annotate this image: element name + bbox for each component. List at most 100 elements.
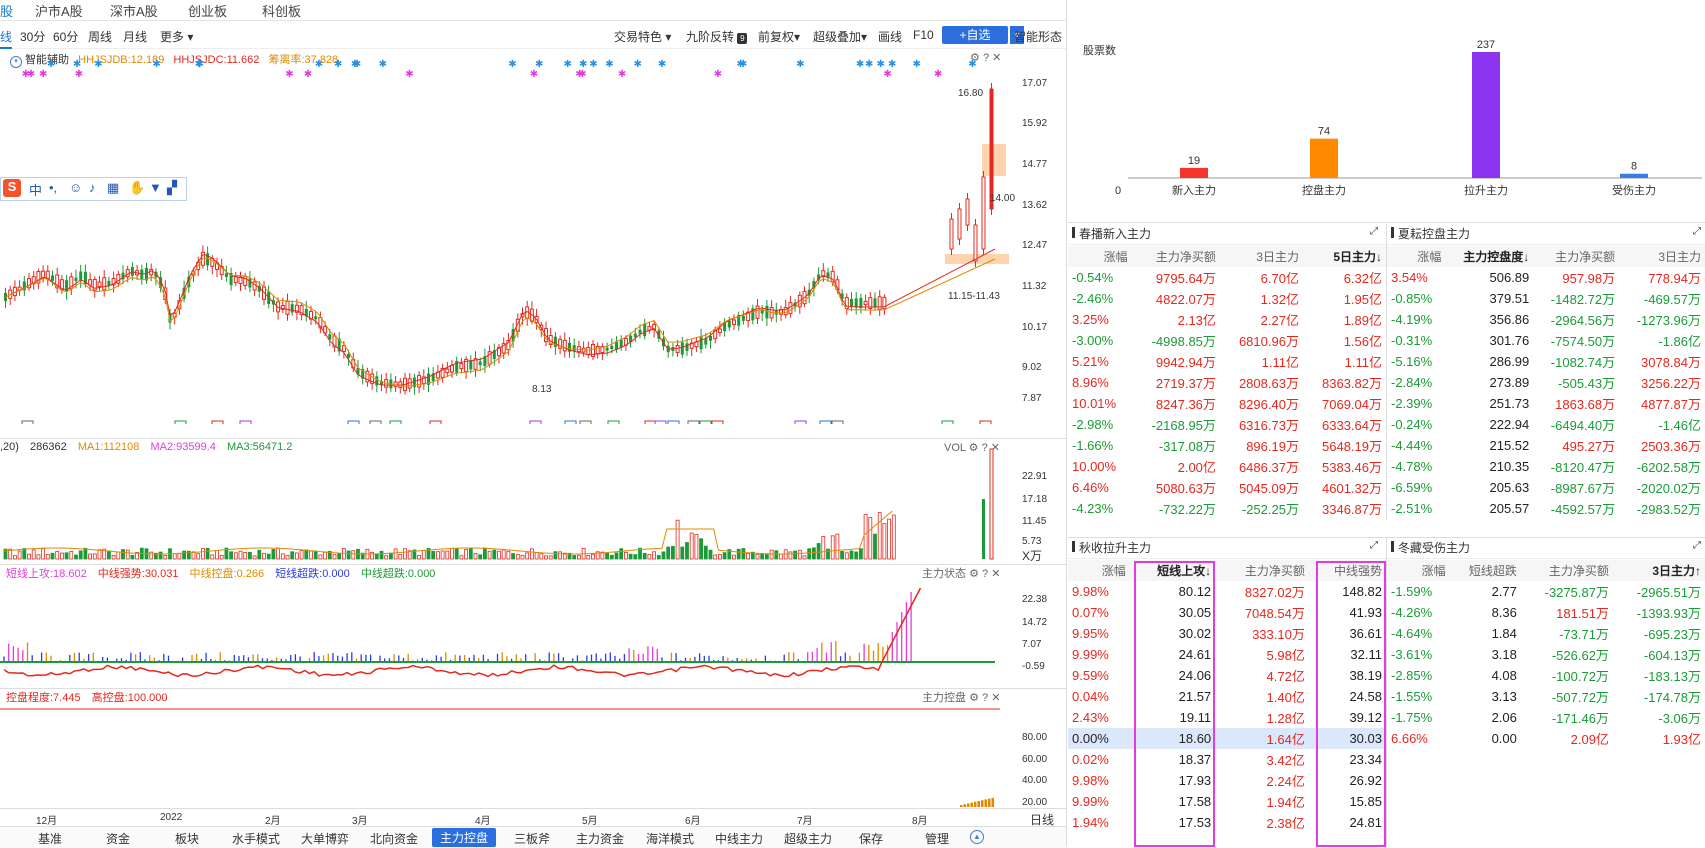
table-row[interactable]: -1.59% 2.77 -3275.87万 -2965.51万 [1387, 581, 1705, 602]
settings-icon[interactable]: ⚙ [970, 52, 980, 64]
period-day[interactable]: 线 [0, 28, 13, 49]
ime-toolbar[interactable]: S 中 •, ☺ ♪ ▦ ✋ ▼ ▞ [0, 177, 187, 201]
table-row[interactable]: 9.59% 24.06 4.72亿 38.19 [1068, 665, 1386, 686]
table-row[interactable]: 8.96% 2719.37万 2808.63万 8363.82万 [1068, 372, 1386, 393]
column-header[interactable]: 3日主力 [1619, 246, 1705, 267]
event-marker[interactable] [711, 420, 724, 424]
settings-icon[interactable]: ⚙ [969, 692, 979, 704]
help-icon[interactable]: ? [982, 692, 989, 704]
tab-market-2[interactable]: 深市A股 [110, 4, 158, 19]
table-row[interactable]: 9.98% 80.12 8327.02万 148.82 [1068, 581, 1386, 602]
close-icon[interactable]: ✕ [992, 52, 1002, 64]
table-row[interactable]: -0.54% 9795.64万 6.70亿 6.32亿 [1068, 267, 1386, 288]
table-row[interactable]: 0.02% 18.37 3.42亿 23.34 [1068, 749, 1386, 770]
table-row[interactable]: 0.07% 30.05 7048.54万 41.93 [1068, 602, 1386, 623]
ime-emoji-icon[interactable]: ☺ [69, 180, 83, 195]
event-marker[interactable] [667, 420, 680, 424]
table-row[interactable]: 3.54% 506.89 957.98万 778.94万 [1387, 267, 1705, 288]
table-row[interactable]: -2.39% 251.73 1863.68万 4877.87万 [1387, 393, 1705, 414]
column-header[interactable]: 涨幅 [1068, 560, 1130, 581]
table-row[interactable]: 9.98% 17.93 2.24亿 26.92 [1068, 770, 1386, 791]
trade-feature-menu[interactable]: 交易特色 ▾ [614, 30, 672, 44]
table-row[interactable]: -0.85% 379.51 -1482.72万 -469.57万 [1387, 288, 1705, 309]
table-row[interactable]: 1.94% 17.53 2.38亿 24.81 [1068, 812, 1386, 833]
period-60min[interactable]: 60分 [53, 30, 79, 44]
column-header[interactable]: 主力净买额 [1520, 560, 1613, 581]
event-marker[interactable] [21, 420, 34, 424]
table-row[interactable]: -2.85% 4.08 -100.72万 -183.13万 [1387, 665, 1705, 686]
draw-line-button[interactable]: 画线 [878, 30, 903, 44]
event-marker[interactable] [389, 420, 402, 424]
table-row[interactable]: -4.26% 8.36 181.51万 -1393.93万 [1387, 602, 1705, 623]
volume-chart[interactable] [0, 439, 1066, 565]
event-marker[interactable] [699, 420, 712, 424]
column-header[interactable]: 主力净买额 [1533, 246, 1620, 267]
settings-icon[interactable]: ⚙ [968, 442, 979, 454]
add-favorite-button[interactable]: +自选 [942, 26, 1008, 44]
help-icon[interactable]: ? [982, 568, 989, 580]
expand-icon[interactable]: ⤢ [1370, 226, 1378, 237]
tab-indicator[interactable]: 中线主力 [715, 832, 764, 846]
column-header[interactable]: 主力净买额 [1131, 246, 1220, 267]
ime-chinese-icon[interactable]: 中 [29, 183, 43, 198]
event-marker[interactable] [654, 420, 667, 424]
help-icon[interactable]: ? [981, 442, 988, 454]
table-row[interactable]: -4.23% -732.22万 -252.25万 3346.87万 [1068, 498, 1386, 519]
tab-market-1[interactable]: 沪市A股 [35, 4, 83, 19]
smart-form-button[interactable]: 智能形态 [1014, 30, 1063, 44]
column-header[interactable]: 涨幅 [1068, 246, 1132, 267]
event-marker[interactable] [564, 420, 577, 424]
ime-skin-icon[interactable]: ▼ [149, 180, 162, 195]
column-header[interactable]: 5日主力↓ [1302, 246, 1386, 267]
column-header[interactable]: 3日主力↑ [1612, 560, 1705, 581]
close-icon[interactable]: ✕ [990, 442, 1001, 454]
table-row[interactable]: -0.31% 301.76 -7574.50万 -1.86亿 [1387, 330, 1705, 351]
tab-indicator[interactable]: 主力资金 [576, 832, 625, 846]
ime-keyboard-icon[interactable]: ▦ [107, 180, 120, 195]
table-row[interactable]: -2.84% 273.89 -505.43万 3256.22万 [1387, 372, 1705, 393]
table-row[interactable]: -2.46% 4822.07万 1.32亿 1.95亿 [1068, 288, 1386, 309]
day-line-label[interactable]: 日线 [1030, 813, 1055, 827]
table-row[interactable]: -4.78% 210.35 -8120.47万 -6202.58万 [1387, 456, 1705, 477]
event-marker[interactable] [174, 420, 187, 424]
event-marker[interactable] [529, 420, 542, 424]
table-row[interactable]: 6.46% 5080.63万 5045.09万 4601.32万 [1068, 477, 1386, 498]
tab-indicator[interactable]: 基准 [38, 832, 63, 846]
period-week[interactable]: 周线 [88, 30, 113, 44]
kline-chart[interactable]: ✱✱ ✱ ✱✱✱✱ ✱✱✱ ✱✱✱ ✱✱✱✱✱✱ ✱✱✱ ✱✱✱✱ ✱✱✱✱✱ ✱ ✱✱✱✱✱✱✱✱… [0, 49, 1066, 424]
tab-indicator[interactable]: 三板斧 [514, 832, 551, 846]
period-month[interactable]: 月线 [123, 30, 148, 44]
event-marker[interactable] [347, 420, 360, 424]
close-icon[interactable]: ✕ [991, 568, 1001, 580]
column-header[interactable]: 短线超跌 [1449, 560, 1521, 581]
table-row[interactable]: -4.64% 1.84 -73.71万 -695.23万 [1387, 623, 1705, 644]
table-row[interactable]: -1.75% 2.06 -171.46万 -3.06万 [1387, 707, 1705, 728]
column-header[interactable]: 涨幅 [1387, 560, 1450, 581]
table-row[interactable]: -3.61% 3.18 -526.62万 -604.13万 [1387, 644, 1705, 665]
table-row[interactable]: 9.95% 30.02 333.10万 36.61 [1068, 623, 1386, 644]
event-marker[interactable] [979, 420, 992, 424]
column-header[interactable]: 3日主力 [1219, 246, 1303, 267]
table-row[interactable]: -4.19% 356.86 -2964.56万 -1273.96万 [1387, 309, 1705, 330]
table-row[interactable]: 3.25% 2.13亿 2.27亿 1.89亿 [1068, 309, 1386, 330]
period-more[interactable]: 更多 ▾ [160, 30, 194, 44]
table-row[interactable]: -2.51% 205.57 -4592.57万 -2983.52万 [1387, 498, 1705, 519]
tab-market-3[interactable]: 创业板 [188, 4, 228, 19]
tab-indicator[interactable]: 管理 [925, 832, 950, 846]
tab-market-0[interactable]: 股 [0, 4, 14, 19]
event-marker[interactable] [579, 420, 592, 424]
ime-logo-icon[interactable]: S [3, 179, 21, 197]
table-row[interactable]: -2.98% -2168.95万 6316.73万 6333.64万 [1068, 414, 1386, 435]
table-row[interactable]: 10.00% 2.00亿 6486.37万 5383.46万 [1068, 456, 1386, 477]
table-row[interactable]: 10.01% 8247.36万 8296.40万 7069.04万 [1068, 393, 1386, 414]
ime-mic-icon[interactable]: ♪ [89, 180, 96, 195]
expand-icon[interactable]: ⤢ [1693, 226, 1701, 237]
table-row[interactable]: 0.04% 21.57 1.40亿 24.58 [1068, 686, 1386, 707]
close-icon[interactable]: ✕ [991, 692, 1001, 704]
table-row[interactable]: 9.99% 24.61 5.98亿 32.11 [1068, 644, 1386, 665]
event-marker[interactable] [794, 420, 807, 424]
table-row[interactable]: -3.00% -4998.85万 6810.96万 1.56亿 [1068, 330, 1386, 351]
event-marker[interactable] [644, 420, 657, 424]
tab-indicator[interactable]: 超级主力 [784, 832, 833, 846]
tab-indicator-active[interactable]: 主力控盘 [432, 828, 497, 847]
